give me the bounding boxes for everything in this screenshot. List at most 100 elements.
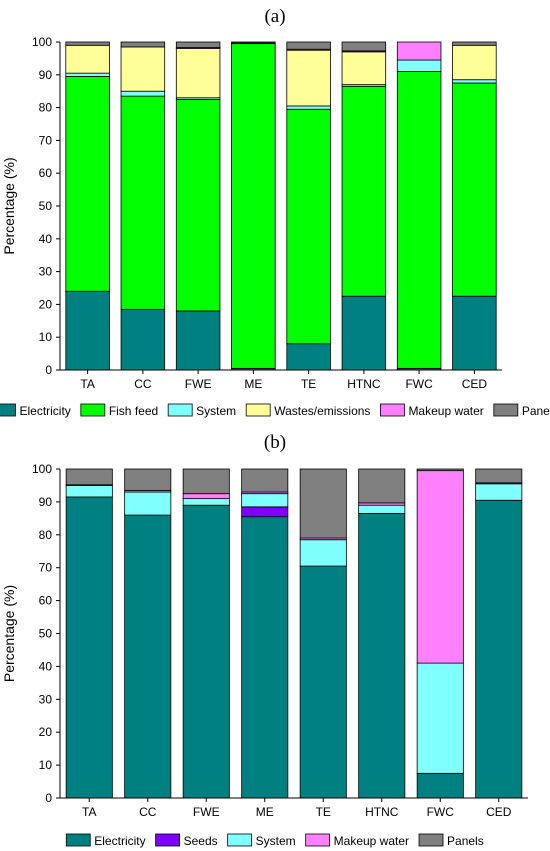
chart-a: TA CC FWE ME TE HTNC FWC CED 0 10 20 30 40 50 60 70 80 90… <box>1 35 502 391</box>
chart-b-ytick-label: 10 <box>39 758 53 772</box>
legend-a-label-makeup-water: Makeup water <box>408 404 483 418</box>
chart-a-bar-me-fish-feed <box>231 43 276 369</box>
chart-b-ytick-label: 100 <box>32 462 52 476</box>
chart-a-bar-fwc-system <box>396 59 442 72</box>
chart-b-ytick-label: 0 <box>45 791 52 805</box>
chart-a-ytick-label: 30 <box>39 265 53 279</box>
chart-b-bar-cc-system <box>124 491 172 516</box>
chart-a-bar-fwe-wastes-emissions <box>175 48 221 99</box>
chart-a-bar-te-panels <box>286 41 331 50</box>
legend-a-label-panels: Panels <box>522 404 550 418</box>
chart-a-ytick-label: 0 <box>45 363 52 377</box>
chart-b-xtick-label: CC <box>139 805 157 819</box>
chart-a-bar-te-fish-feed <box>286 108 331 345</box>
chart-a-ytick-label: 70 <box>39 133 53 147</box>
legend-a-label-system: System <box>196 404 236 418</box>
chart-b-ytick-label: 40 <box>39 659 53 673</box>
chart-b-bar-fwe-electricity <box>182 504 230 799</box>
panel-a-label: (a) <box>264 6 285 27</box>
chart-a-ytick-label: 40 <box>39 232 53 246</box>
chart-a-bar-htnc-electricity <box>341 295 387 371</box>
chart-b-bar-fwc-system <box>416 662 464 774</box>
chart-a-xtick-label: TA <box>80 377 94 391</box>
legend-a-swatch-wastes-emissions <box>245 403 271 417</box>
legend-b: Electricity Seeds System Makeup water Panels <box>65 833 484 848</box>
chart-a-bar-cc-fish-feed <box>120 95 166 310</box>
legend-b-swatch-makeup-water <box>305 833 331 847</box>
legend-b-swatch-panels <box>418 833 444 847</box>
chart-a-bar-te-system <box>286 105 331 110</box>
legend-a-swatch-system <box>167 403 193 417</box>
chart-b-bar-htnc-electricity <box>358 513 406 799</box>
chart-b-bar-ced-panels <box>475 468 523 484</box>
chart-a-bar-fwe-electricity <box>175 310 221 371</box>
chart-a-bar-ced-electricity <box>452 295 497 371</box>
chart-b-xtick-label: CED <box>486 805 512 819</box>
chart-a-xtick-label: HTNC <box>347 377 381 391</box>
chart-a-ytick-label: 90 <box>39 68 53 82</box>
chart-b-bar-ta-electricity <box>65 496 113 799</box>
chart-b-ytick-label: 20 <box>39 725 53 739</box>
chart-b-bar-me-panels <box>241 468 289 493</box>
legend-b-swatch-seeds <box>155 833 181 847</box>
chart-a-bar-htnc-panels <box>341 41 387 52</box>
chart-b-xtick-label: FWE <box>193 805 220 819</box>
legend-b-label-panels: Panels <box>447 834 484 848</box>
panel-b-label: (b) <box>264 432 286 453</box>
legend-a-swatch-panels <box>493 403 519 417</box>
chart-a-bar-ced-system <box>452 79 497 84</box>
chart-b-bar-fwe-system <box>182 498 230 506</box>
legend-b-label-electricity: Electricity <box>94 834 145 848</box>
chart-a-ytick-label: 10 <box>39 330 53 344</box>
chart-a-bar-me-panels <box>231 41 276 44</box>
chart-a-bar-ta-system <box>65 72 110 77</box>
chart-b-bar-me-seeds <box>241 506 289 518</box>
legend-b-label-makeup-water: Makeup water <box>334 834 409 848</box>
chart-b-bar-fwc-electricity <box>416 772 464 799</box>
chart-a-ylabel: Percentage (%) <box>1 157 17 254</box>
legend-b-label-seeds: Seeds <box>184 834 218 848</box>
chart-a-bar-ta-electricity <box>65 290 110 371</box>
chart-b-ytick-label: 60 <box>39 594 53 608</box>
legend-a-swatch-fish-feed <box>80 403 106 417</box>
chart-a-bar-ced-panels <box>452 41 497 46</box>
chart-b-bar-te-electricity <box>299 565 347 799</box>
chart-a-bar-te-electricity <box>286 343 331 371</box>
legend-a-label-fish-feed: Fish feed <box>109 404 158 418</box>
chart-b-bar-htnc-panels <box>358 468 406 504</box>
chart-a-xtick-label: CC <box>134 377 152 391</box>
chart-a-bar-ced-fish-feed <box>452 82 497 297</box>
chart-b-bar-cc-panels <box>124 468 172 491</box>
chart-b-bar-htnc-system <box>358 504 406 514</box>
chart-a-xtick-label: CED <box>462 377 488 391</box>
chart-b-bar-te-system <box>299 539 347 567</box>
chart-a-xtick-label: FWE <box>185 377 212 391</box>
chart-a-bar-cc-electricity <box>120 308 166 371</box>
chart-a-ytick-label: 20 <box>39 297 53 311</box>
chart-b-bar-cc-electricity <box>124 514 172 799</box>
legend-b-swatch-electricity <box>65 833 91 847</box>
chart-b-bar-ta-system <box>65 485 113 498</box>
chart-a-bar-fwe-panels <box>175 41 221 48</box>
chart-b-ytick-label: 90 <box>39 495 53 509</box>
chart-b-bar-me-electricity <box>241 516 289 799</box>
chart-b-bar-fwc-makeup-water <box>416 470 464 664</box>
chart-b-xtick-label: HTNC <box>365 805 399 819</box>
chart-a-bar-fwc-fish-feed <box>396 71 442 369</box>
chart-b-ylabel: Percentage (%) <box>1 585 17 682</box>
chart-b-bar-fwe-panels <box>182 468 230 495</box>
chart-a-bar-ced-wastes-emissions <box>452 44 497 81</box>
legend-b-swatch-system <box>227 833 253 847</box>
legend-a: Electricity Fish feed System Wastes/emissio… <box>0 403 550 418</box>
legend-a-swatch-electricity <box>0 403 16 417</box>
chart-a-bar-htnc-fish-feed <box>341 85 387 297</box>
chart-b-xtick-label: TE <box>316 805 331 819</box>
chart-a-bar-ta-panels <box>65 41 110 46</box>
chart-b-xtick-label: TA <box>82 805 96 819</box>
chart-b-ytick-label: 50 <box>39 627 53 641</box>
chart-b-bar-fwe-makeup-water <box>182 493 230 500</box>
chart-b-bar-ced-system <box>475 483 523 501</box>
chart-a-bar-cc-wastes-emissions <box>120 46 166 92</box>
chart-a-ytick-label: 80 <box>39 101 53 115</box>
